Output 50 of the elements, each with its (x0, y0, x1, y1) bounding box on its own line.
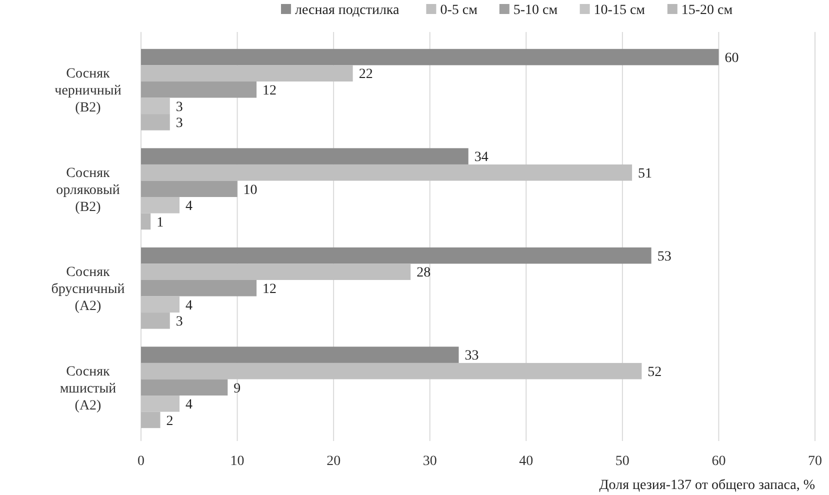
data-label: 51 (638, 166, 652, 182)
data-label: 28 (416, 266, 431, 281)
data-label: 12 (262, 282, 277, 298)
legend-label: 15-20 см (681, 3, 733, 18)
bar (141, 264, 411, 280)
legend-label: 10-15 см (594, 3, 646, 18)
bar (141, 148, 468, 164)
data-label: 2 (166, 414, 174, 429)
x-tick-label: 20 (326, 454, 341, 469)
x-tick-label: 70 (808, 454, 822, 469)
data-label: 3 (176, 116, 183, 132)
x-tick-label: 60 (712, 454, 726, 469)
data-label: 1 (156, 215, 164, 230)
x-tick-label: 50 (615, 454, 630, 469)
x-tick-label: 0 (138, 454, 144, 469)
legend-label: 5-10 см (513, 3, 558, 18)
bar (141, 164, 632, 181)
data-label: 3 (176, 314, 183, 330)
data-label: 52 (648, 365, 662, 380)
legend-label: 0-5 см (440, 3, 478, 18)
data-label: 22 (358, 67, 373, 82)
data-label: 34 (474, 150, 488, 166)
legend-label: лесная подстилка (295, 3, 400, 18)
bar (141, 180, 238, 198)
bar (141, 280, 257, 296)
bar (141, 81, 257, 98)
data-label: 4 (186, 199, 193, 214)
y-tick-label: Сосняк брусничный (A2) (51, 265, 126, 314)
bar (141, 48, 719, 66)
data-label: 4 (186, 398, 193, 413)
data-label: 9 (234, 381, 241, 396)
x-tick-label: 40 (519, 454, 534, 469)
data-label: 4 (186, 298, 193, 314)
data-label: 3 (176, 100, 183, 115)
x-tick-label: 10 (230, 454, 244, 469)
data-label: 12 (262, 84, 277, 99)
y-tick-label: Сосняк мшистый (A2) (60, 364, 117, 414)
data-label: 53 (657, 249, 672, 264)
x-axis-title: Доля цезия-137 от общего запаса, % (599, 478, 816, 493)
y-tick-label: Сосняк черничный (B2) (54, 66, 122, 116)
x-tick-label: 30 (422, 454, 437, 469)
y-tick-label: Сосняк орляковый (B2) (56, 166, 120, 215)
bar (141, 362, 642, 380)
data-label: 33 (464, 348, 479, 364)
bar (141, 346, 459, 363)
data-label: 60 (724, 50, 739, 66)
data-label: 10 (243, 182, 258, 198)
bar (141, 247, 652, 264)
bar (141, 379, 228, 396)
bar (141, 65, 353, 82)
